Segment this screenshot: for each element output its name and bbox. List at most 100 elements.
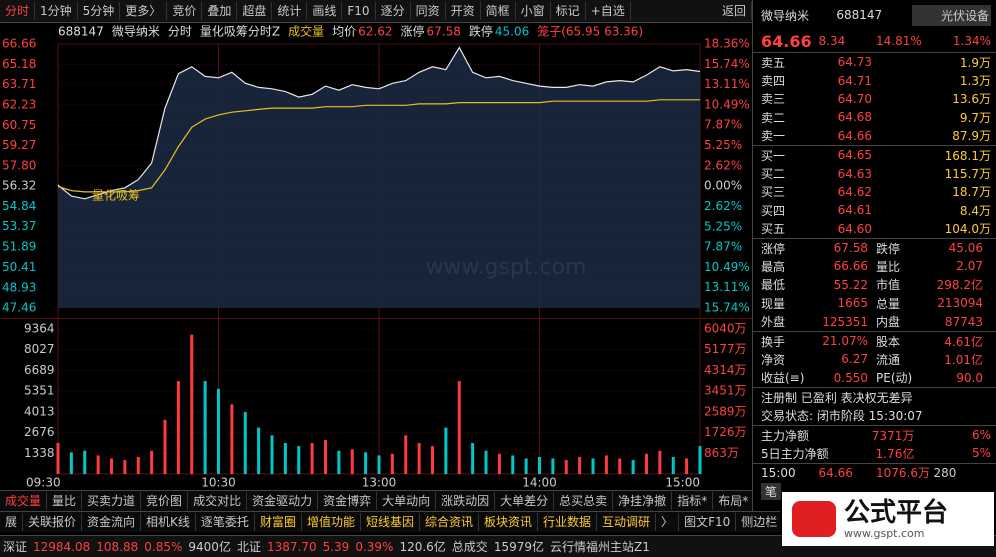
volume-bar: [136, 456, 140, 474]
panel-row: 买五 64.60 104.0万: [753, 220, 996, 238]
tab[interactable]: 资金驱动力: [247, 492, 319, 510]
volume-bar: [564, 460, 568, 474]
chart-header: 分时: [168, 25, 192, 39]
tab[interactable]: 板块资讯: [479, 513, 539, 531]
stat-cell: 外盘: [761, 315, 786, 330]
tab[interactable]: 侧边栏: [736, 513, 780, 531]
tab[interactable]: 短线基因: [361, 513, 420, 531]
tab[interactable]: 增值功能: [302, 513, 361, 531]
toolbar-button[interactable]: +自选: [586, 2, 631, 20]
status-item: 北证: [236, 540, 261, 554]
tab[interactable]: 买卖力道: [82, 492, 142, 510]
toolbar-button[interactable]: 小窗: [516, 2, 551, 20]
tab[interactable]: 大单动向: [377, 492, 437, 510]
toolbar-button[interactable]: 开资: [446, 2, 481, 20]
status-item: 1387.70: [266, 540, 317, 554]
toolbar-button[interactable]: 更多〉: [120, 2, 168, 20]
volume-bar: [377, 455, 381, 474]
tab[interactable]: 相机K线: [141, 513, 196, 531]
order-book-cell: 卖二: [761, 110, 786, 125]
tab[interactable]: 财富圈: [255, 513, 302, 531]
tab[interactable]: 资金流向: [82, 513, 142, 531]
toolbar-button[interactable]: 画线: [307, 2, 343, 20]
stat-cell: 股本: [876, 334, 901, 349]
toolbar-button[interactable]: 逐分: [376, 2, 411, 20]
stock-title: 光伏设备: [911, 4, 991, 26]
panel-row: 卖三 64.70 13.6万: [753, 90, 996, 108]
toolbar-button[interactable]: 返回: [717, 2, 752, 20]
volume-y2-tick-label: 5177万: [704, 342, 747, 356]
order-book-cell: 1.3万: [959, 74, 992, 89]
tab[interactable]: 净挂净撤: [613, 492, 673, 510]
toolbar-button[interactable]: 同资: [411, 2, 446, 20]
stat-cell: 流通: [876, 352, 901, 367]
toolbar: 分时 1分钟 5分钟 更多〉 竞价 叠加 超盘 统计 画线 F10 逐分 同资 开资 简框 小窗 标记 +自选 返…: [0, 0, 752, 23]
volume-bar: [270, 435, 274, 474]
stat-cell: 0.550: [833, 370, 868, 385]
volume-bar: [484, 450, 488, 474]
logo: 公式平台 www.gspt.com: [782, 492, 994, 546]
tab[interactable]: 量比: [47, 492, 83, 510]
tab[interactable]: 涨跌动因: [436, 492, 496, 510]
toolbar-button[interactable]: 分时: [0, 2, 36, 20]
stat-cell: 298.2亿: [936, 278, 983, 293]
toolbar-button[interactable]: 竞价: [167, 2, 203, 20]
last-price: 1.34%: [952, 34, 991, 48]
tab[interactable]: 总买总卖: [554, 492, 614, 510]
tab[interactable]: 逐笔委托: [196, 513, 255, 531]
tab[interactable]: 关联报价: [23, 513, 83, 531]
tab[interactable]: 布局*: [713, 492, 752, 510]
stat-cell: 涨停: [761, 241, 786, 256]
tab[interactable]: 成交对比: [188, 492, 248, 510]
tab[interactable]: 互动调研: [597, 513, 657, 531]
panel-tab[interactable]: 笔: [761, 482, 782, 500]
last-price: 8.34: [818, 34, 846, 48]
status-item: 0.39%: [355, 540, 394, 554]
toolbar-button[interactable]: F10: [342, 2, 376, 20]
toolbar-button[interactable]: 统计: [272, 2, 308, 20]
status-item: 108.88: [96, 540, 139, 554]
order-book-cell: 9.7万: [959, 110, 992, 125]
volume-y2-tick-label: 1726万: [704, 425, 747, 439]
order-book-cell: 18.7万: [952, 185, 992, 200]
flow-cell: 1.76亿: [875, 446, 915, 461]
order-book-cell: 64.73: [837, 55, 873, 70]
toolbar-button[interactable]: 叠加: [202, 2, 238, 20]
tab[interactable]: 行业数据: [538, 513, 598, 531]
function-tabs: 展关联报价 资金流向 相机K线 逐笔委托 财富圈 增值功能 短线基因 综合资讯 板块资讯 行业数据…: [0, 511, 780, 532]
panel-row: 最高 66.66 量比 2.07: [753, 257, 996, 275]
y-tick-label: 47.46: [2, 301, 36, 315]
toolbar-button[interactable]: 1分钟: [35, 2, 78, 20]
status-item: 15979亿: [493, 540, 544, 554]
panel-row: 现量 1665 总量 213094: [753, 294, 996, 312]
toolbar-button[interactable]: 标记: [551, 2, 586, 20]
y2-tick-label: 2.62%: [704, 158, 742, 172]
panel-row: 买一 64.65 168.1万: [753, 144, 996, 164]
volume-bar: [203, 381, 207, 474]
x-tick-label: 09:30: [26, 476, 61, 490]
quote-panel: 微导纳米 688147 光伏设备 64.66 8.34 14.81% 1.34% 卖五 64.7…: [752, 0, 996, 512]
tab[interactable]: 展: [0, 513, 24, 531]
stat-cell: 收益(≡): [761, 371, 805, 386]
volume-bar: [444, 427, 448, 474]
toolbar-button[interactable]: 简框: [481, 2, 516, 20]
stock-title: 微导纳米: [761, 8, 810, 23]
tab[interactable]: 图文F10: [679, 513, 737, 531]
stat-cell: 45.06: [948, 241, 983, 256]
tab[interactable]: 成交量: [0, 492, 48, 510]
tab[interactable]: 〉: [656, 513, 680, 531]
toolbar-button[interactable]: 5分钟: [78, 2, 121, 20]
tab[interactable]: 大单差分: [495, 492, 555, 510]
y-tick-label: 54.84: [2, 199, 36, 213]
tab[interactable]: 竞价图: [141, 492, 189, 510]
order-book-cell: 卖三: [761, 92, 786, 107]
tick-cell: 1076.6万: [876, 466, 930, 481]
stat-cell: 87743: [944, 314, 983, 329]
stat-cell: 市值: [876, 278, 901, 293]
tab[interactable]: 指标*: [672, 492, 714, 510]
logo-url: www.gspt.com: [844, 526, 925, 540]
tab[interactable]: 资金博弈: [318, 492, 378, 510]
tab[interactable]: 综合资讯: [420, 513, 479, 531]
order-book-cell: 64.61: [837, 203, 873, 218]
toolbar-button[interactable]: 超盘: [237, 2, 273, 20]
